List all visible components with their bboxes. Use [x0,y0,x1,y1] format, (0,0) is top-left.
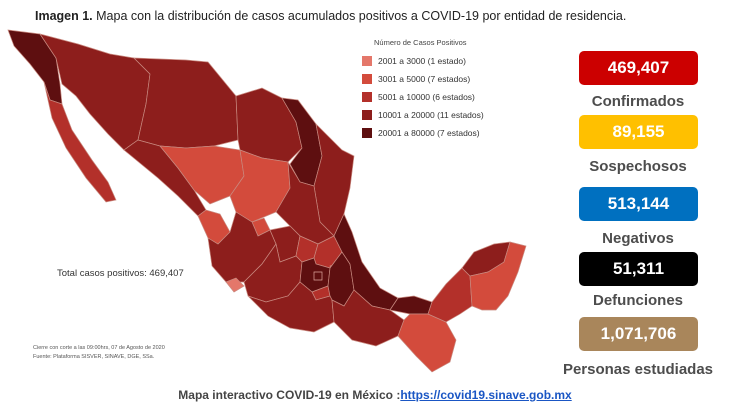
legend-swatch [362,110,372,120]
suspected-value-box: 89,155 [579,115,698,149]
people-studied-label: Personas estudiadas [562,361,714,378]
suspected-label: Sospechosos [589,158,687,175]
state-coahuila [235,87,303,163]
negative-value-box: 513,144 [579,187,698,221]
legend-item: 2001 a 3000 (1 estado) [362,52,514,70]
figure-title-prefix: Imagen 1. [35,9,93,23]
legend-item: 20001 a 80000 (7 estados) [362,124,514,142]
state-zacatecas [229,149,291,223]
confirmed-label: Confirmados [591,93,685,110]
state-ciudad-de-mexico [313,271,323,281]
legend-swatch [362,74,372,84]
state-baja-california-sur [43,81,117,203]
legend-swatch [362,128,372,138]
state-sinaloa [123,139,207,217]
deaths-value-box: 51,311 [579,252,698,286]
confirmed-value-box: 469,407 [579,51,698,85]
state-campeche [427,267,473,323]
map-legend: Número de Casos Positivos 2001 a 3000 (1… [362,38,514,142]
legend-swatch [362,92,372,102]
negative-label: Negativos [602,230,674,247]
state-colima [225,277,245,293]
legend-label: 3001 a 5000 (7 estados) [378,74,471,84]
footer: Mapa interactivo COVID-19 en México :htt… [0,388,750,402]
legend-label: 20001 a 80000 (7 estados) [378,128,480,138]
deaths-label: Defunciones [592,292,683,309]
footer-text: Mapa interactivo COVID-19 en México : [178,388,401,402]
legend-item: 3001 a 5000 (7 estados) [362,70,514,88]
legend-label: 2001 a 3000 (1 estado) [378,56,466,66]
state-chiapas [397,313,457,373]
figure-title: Imagen 1. Mapa con la distribución de ca… [35,9,626,23]
source-notes: Cierre con corte a las 09:00hrs, 07 de A… [33,344,165,362]
people-studied-value-box: 1,071,706 [579,317,698,351]
legend-label: 10001 a 20000 (11 estados) [378,110,484,120]
legend-swatch [362,56,372,66]
state-guerrero [247,281,335,333]
legend-item: 5001 a 10000 (6 estados) [362,88,514,106]
cutoff-note: Cierre con corte a las 09:00hrs, 07 de A… [33,345,165,351]
figure-title-text: Mapa con la distribución de casos acumul… [92,9,627,23]
legend-title: Número de Casos Positivos [374,38,467,47]
total-positive-cases: Total casos positivos: 469,407 [57,268,184,279]
state-tamaulipas [313,122,355,237]
legend-item: 10001 a 20000 (11 estados) [362,106,514,124]
source-note: Fuente: Plataforma SISVER, SINAVE, DGE, … [33,354,155,360]
state-quintana-roo [469,241,527,311]
state-chihuahua [133,57,239,149]
legend-label: 5001 a 10000 (6 estados) [378,92,475,102]
mexico-states-map [7,29,527,373]
covid-map-link[interactable]: https://covid19.sinave.gob.mx [400,388,572,402]
